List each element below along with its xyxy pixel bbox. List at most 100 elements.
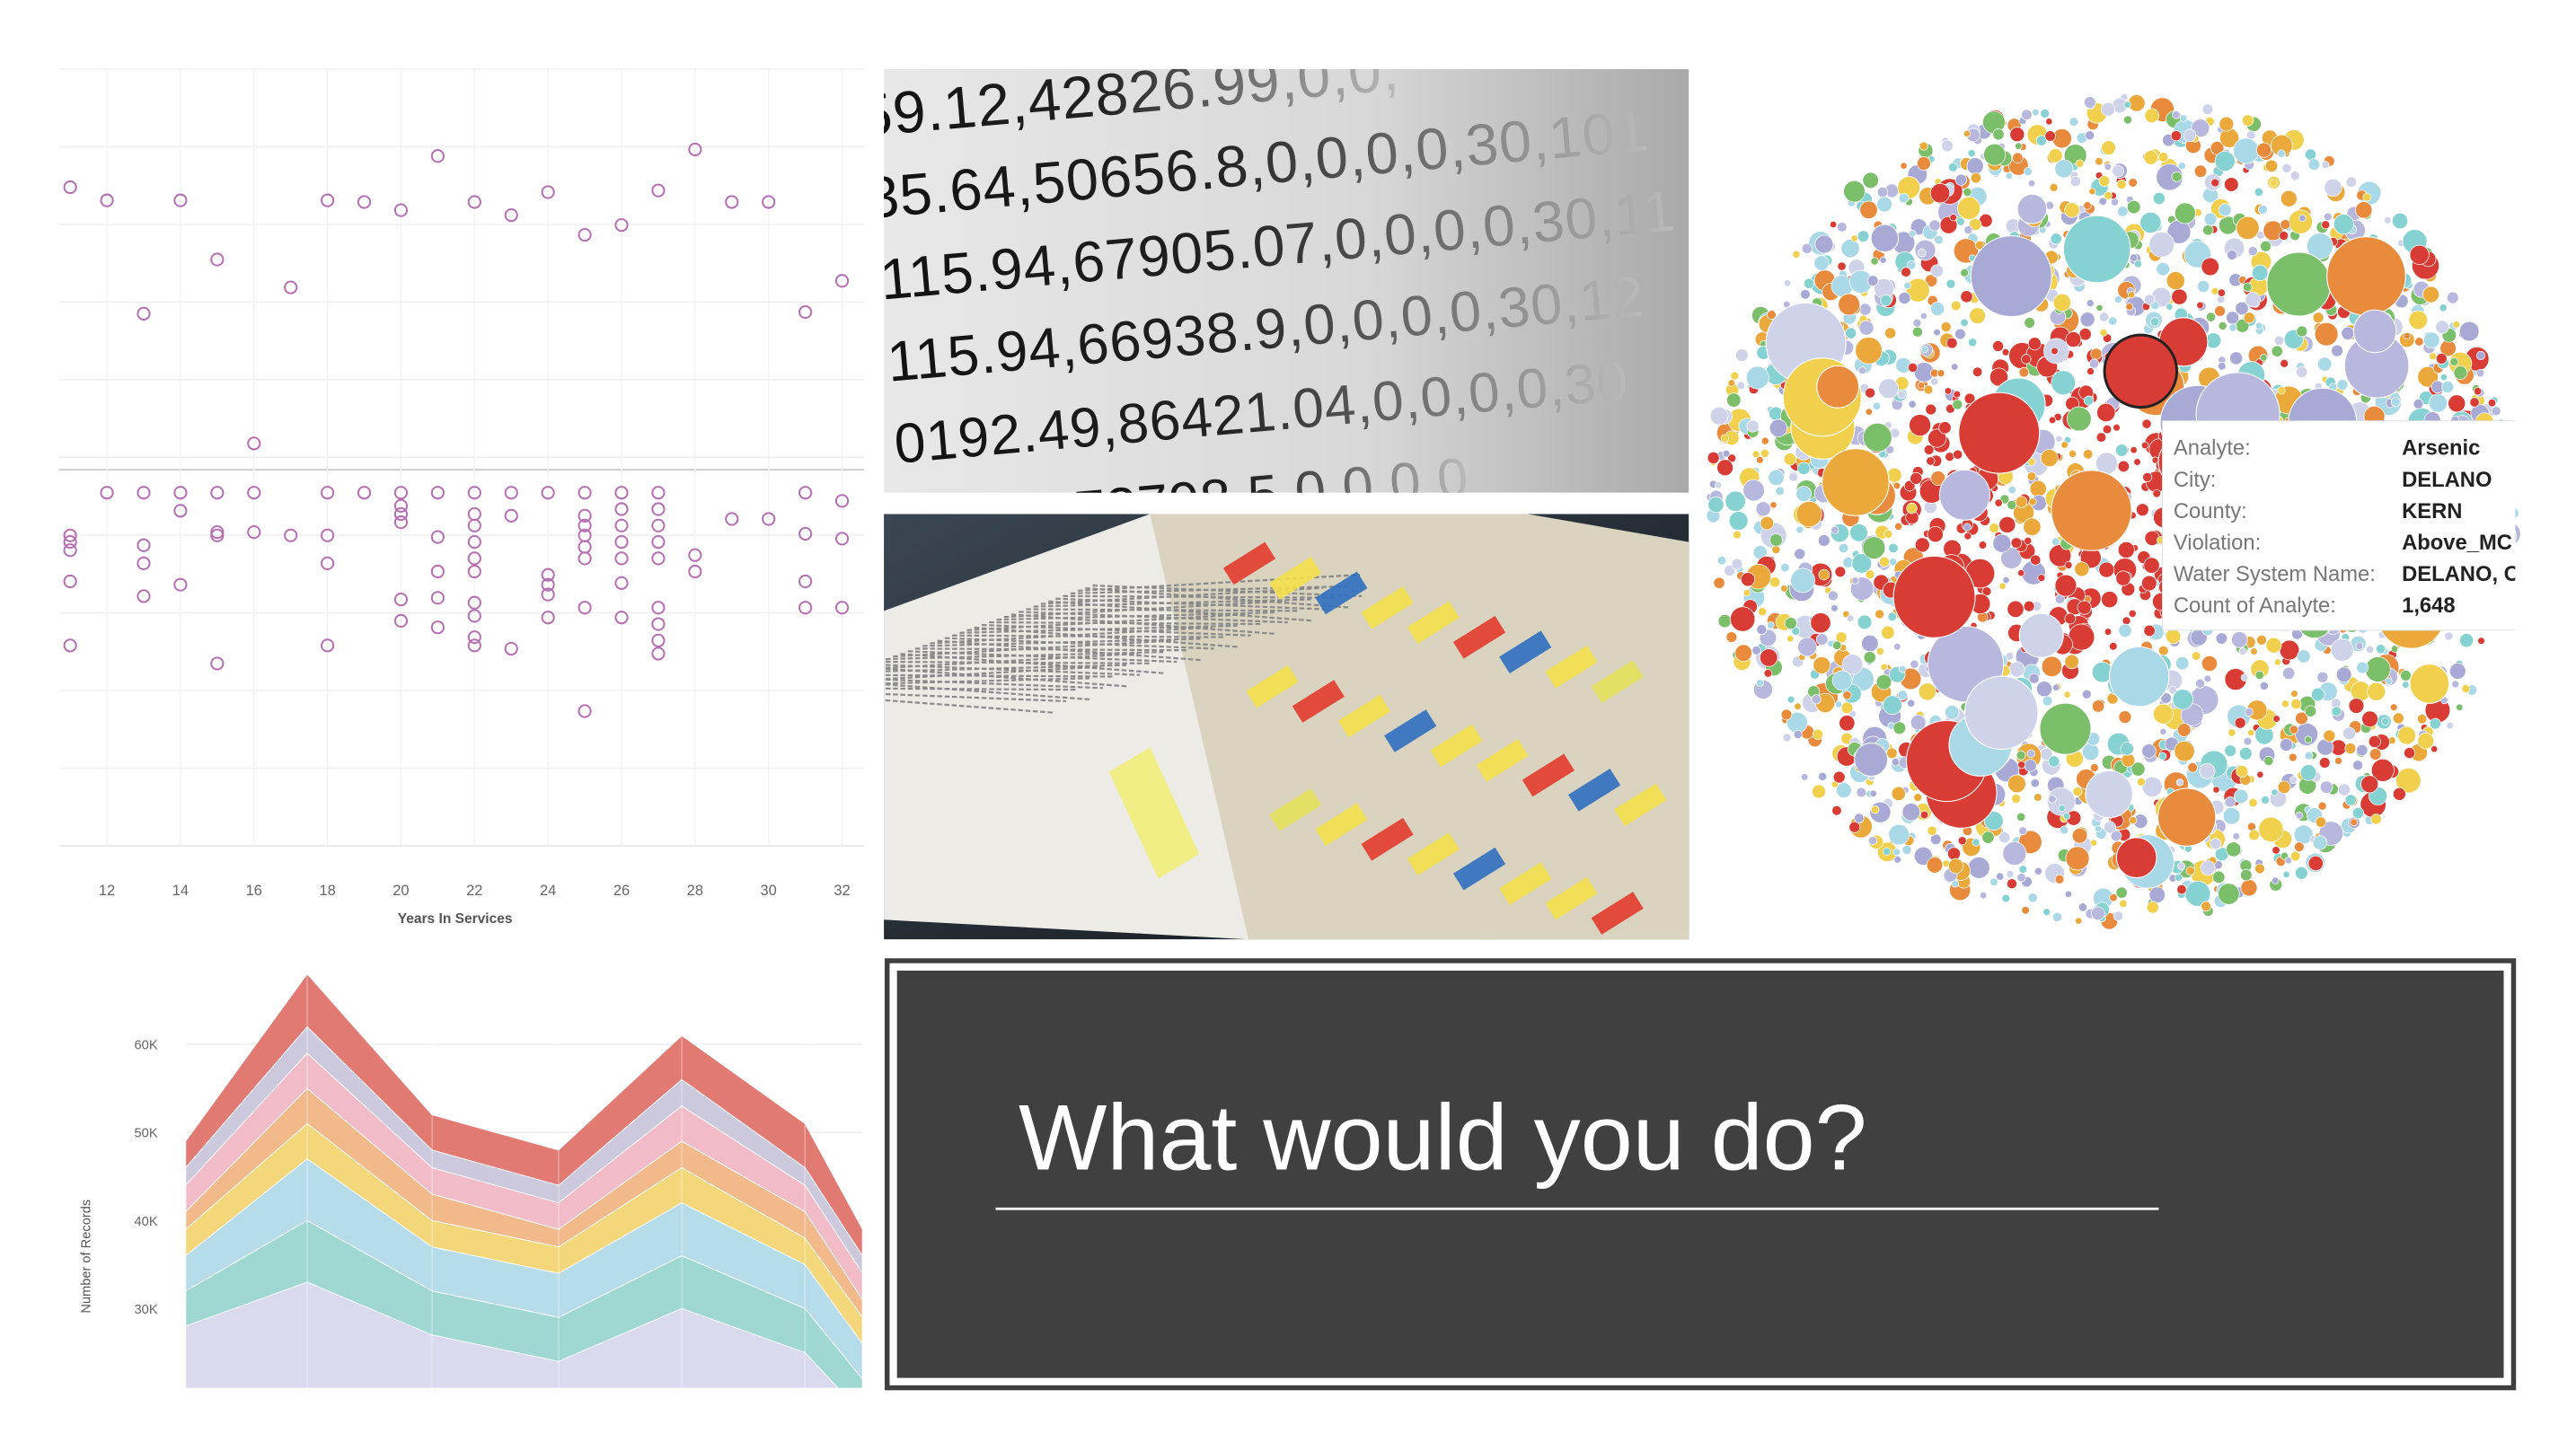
bubble bbox=[1905, 277, 1930, 303]
tooltip: Analyte: Arsenic City: DELANO County: KERN Vio… bbox=[2162, 420, 2516, 631]
bubble bbox=[2110, 198, 2119, 207]
bubble bbox=[2015, 142, 2023, 150]
bubble bbox=[2409, 664, 2450, 704]
bubble bbox=[2010, 537, 2023, 549]
bubble bbox=[1742, 588, 1751, 597]
tab bbox=[1545, 645, 1598, 689]
bubble bbox=[2254, 321, 2263, 330]
bubble bbox=[1945, 705, 1960, 720]
point bbox=[63, 528, 77, 542]
point bbox=[430, 486, 445, 500]
bubble bbox=[2240, 673, 2249, 682]
bubble bbox=[2119, 899, 2128, 909]
bubble bbox=[1892, 481, 1901, 490]
bubble bbox=[2109, 893, 2118, 902]
bubble bbox=[2018, 612, 2064, 658]
tooltip-rows: Analyte: Arsenic City: DELANO County: KERN Vio… bbox=[2174, 436, 2515, 619]
bubble bbox=[2210, 286, 2219, 295]
bubble bbox=[2011, 793, 2022, 804]
bubble bbox=[2400, 670, 2412, 682]
bubble bbox=[2282, 870, 2290, 878]
bubble bbox=[2277, 386, 2286, 395]
tab bbox=[1545, 876, 1598, 920]
bubble bbox=[2233, 137, 2260, 164]
tab bbox=[1499, 862, 1552, 905]
bubble bbox=[2295, 722, 2319, 746]
bubble bbox=[2317, 356, 2333, 372]
bubble bbox=[2299, 764, 2317, 781]
point bbox=[651, 502, 666, 516]
bubble bbox=[1949, 214, 1957, 222]
tab bbox=[1361, 585, 1414, 629]
tab bbox=[1246, 664, 1299, 708]
bubble bbox=[2307, 158, 2321, 171]
bubble bbox=[2175, 778, 2184, 787]
bubble bbox=[2120, 742, 2134, 756]
bubble bbox=[2334, 756, 2342, 765]
bubble bbox=[2324, 212, 2333, 222]
bubble bbox=[1925, 403, 1937, 416]
point bbox=[321, 528, 335, 542]
bubble bbox=[1800, 289, 1811, 300]
bubble bbox=[1970, 172, 1981, 184]
bubble bbox=[2258, 816, 2284, 842]
bubble bbox=[2234, 717, 2246, 729]
bubble bbox=[2238, 647, 2247, 656]
bubble bbox=[2148, 232, 2175, 258]
bubble bbox=[2215, 632, 2228, 645]
bubble bbox=[1768, 469, 1785, 487]
bubble bbox=[2355, 201, 2373, 219]
bubble bbox=[1875, 609, 1885, 620]
bubble bbox=[2224, 177, 2239, 192]
point bbox=[834, 601, 850, 615]
point bbox=[173, 193, 188, 207]
bubble bbox=[1801, 242, 1813, 254]
bubble bbox=[2024, 317, 2035, 329]
point bbox=[651, 646, 666, 661]
bubble bbox=[1901, 267, 1911, 277]
bubble bbox=[2248, 829, 2260, 841]
bubble bbox=[1930, 302, 1945, 317]
point bbox=[651, 518, 666, 532]
point bbox=[63, 574, 77, 589]
point bbox=[614, 535, 629, 550]
point bbox=[614, 518, 629, 532]
tooltip-value: Above_MC bbox=[2402, 531, 2512, 555]
bubble bbox=[1816, 365, 1860, 409]
bubble bbox=[1927, 825, 1937, 836]
bubble bbox=[2064, 202, 2080, 218]
bubble bbox=[1849, 523, 1868, 542]
bubble bbox=[2260, 354, 2268, 362]
bubble bbox=[2271, 345, 2283, 357]
x-tick-label: 20 bbox=[393, 883, 409, 899]
bubble bbox=[1923, 384, 1934, 395]
point bbox=[430, 591, 445, 605]
bubble bbox=[2284, 857, 2292, 865]
bubble bbox=[2336, 379, 2349, 391]
bubble bbox=[1891, 786, 1906, 801]
bubble bbox=[2064, 654, 2079, 670]
bubble bbox=[2000, 547, 2023, 569]
bubble bbox=[2331, 344, 2343, 357]
bubble bbox=[2256, 142, 2272, 158]
bubble bbox=[2051, 470, 2132, 551]
bubble bbox=[1829, 220, 1838, 229]
bubble bbox=[2090, 347, 2103, 360]
bubble bbox=[1908, 362, 1919, 373]
bubble bbox=[1851, 576, 1859, 585]
bubble bbox=[2153, 703, 2174, 725]
bubble bbox=[2074, 561, 2090, 577]
bubble bbox=[1733, 530, 1742, 540]
bubble bbox=[1709, 406, 1729, 426]
bubble bbox=[1892, 721, 1907, 735]
bubble bbox=[1919, 312, 1928, 320]
bubble bbox=[2304, 148, 2317, 161]
bubble bbox=[2048, 755, 2060, 768]
bubble bbox=[1900, 162, 1908, 170]
bubble bbox=[2037, 574, 2046, 583]
bubble bbox=[2108, 646, 2170, 708]
bubble bbox=[2298, 214, 2307, 223]
bubble bbox=[1769, 501, 1778, 509]
bubble bbox=[1927, 525, 1944, 543]
